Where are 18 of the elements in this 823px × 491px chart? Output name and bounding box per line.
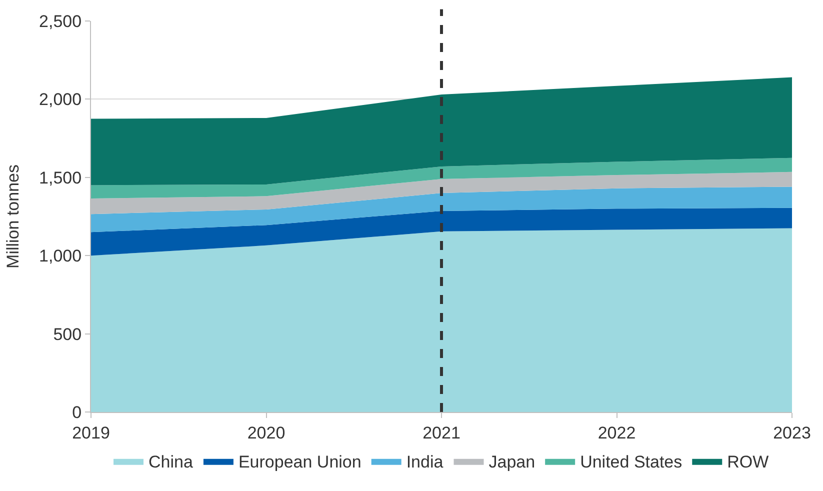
y-tick-label: 2,000 xyxy=(39,90,82,110)
legend-label: Japan xyxy=(488,452,536,472)
legend-label: China xyxy=(148,452,194,472)
y-tick-label: 0 xyxy=(72,402,82,422)
legend-label: ROW xyxy=(727,452,769,472)
x-tick-label: 2022 xyxy=(598,423,636,442)
y-tick-label: 500 xyxy=(53,324,82,344)
x-tick-label: 2020 xyxy=(247,423,286,442)
x-tick-label: 2021 xyxy=(422,423,460,442)
y-tick-label: 2,500 xyxy=(39,12,82,31)
y-axis-title: Million tonnes xyxy=(4,164,23,268)
y-tick-label: 1,000 xyxy=(39,246,82,266)
legend-label: European Union xyxy=(238,452,362,472)
y-tick-label: 1,500 xyxy=(39,168,82,188)
legend-label: United States xyxy=(580,452,682,472)
x-tick-label: 2019 xyxy=(72,423,110,442)
x-tick-label: 2023 xyxy=(773,423,811,442)
legend-label: India xyxy=(406,452,444,472)
